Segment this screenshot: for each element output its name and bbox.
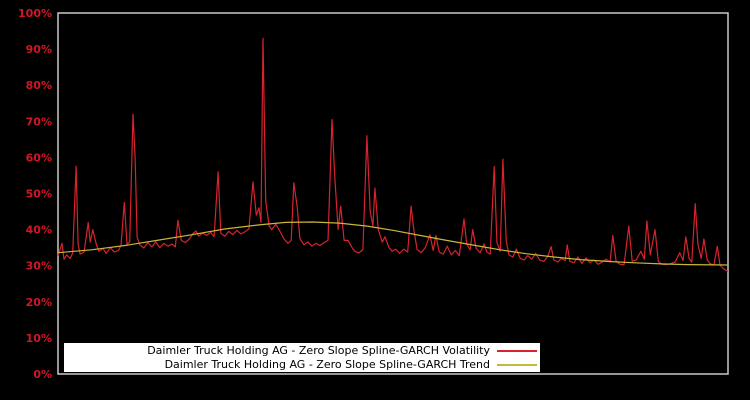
y-axis-tick-label: 30% bbox=[26, 260, 52, 273]
chart-legend: Daimler Truck Holding AG - Zero Slope Sp… bbox=[64, 343, 540, 372]
legend-item-trend: Daimler Truck Holding AG - Zero Slope Sp… bbox=[64, 358, 540, 372]
legend-line-sample-trend bbox=[497, 363, 537, 366]
y-axis-tick-label: 10% bbox=[26, 332, 52, 345]
legend-line-sample-volatility bbox=[497, 349, 537, 352]
y-axis-tick-label: 0% bbox=[33, 368, 52, 381]
plot-border bbox=[57, 12, 729, 375]
y-axis-tick-label: 90% bbox=[26, 43, 52, 56]
trend-series-line bbox=[57, 221, 729, 266]
y-axis-tick-label: 50% bbox=[26, 188, 52, 201]
legend-label-volatility: Daimler Truck Holding AG - Zero Slope Sp… bbox=[147, 343, 490, 357]
y-axis-tick-label: 70% bbox=[26, 115, 52, 128]
y-axis-tick-label: 60% bbox=[26, 151, 52, 164]
y-axis-tick-label: 100% bbox=[18, 7, 52, 20]
legend-item-volatility: Daimler Truck Holding AG - Zero Slope Sp… bbox=[64, 344, 540, 358]
y-axis-tick-label: 40% bbox=[26, 224, 52, 237]
y-axis-tick-label: 20% bbox=[26, 296, 52, 309]
volatility-series-line bbox=[57, 37, 729, 273]
legend-label-trend: Daimler Truck Holding AG - Zero Slope Sp… bbox=[164, 357, 490, 371]
y-axis-tick-label: 80% bbox=[26, 79, 52, 92]
